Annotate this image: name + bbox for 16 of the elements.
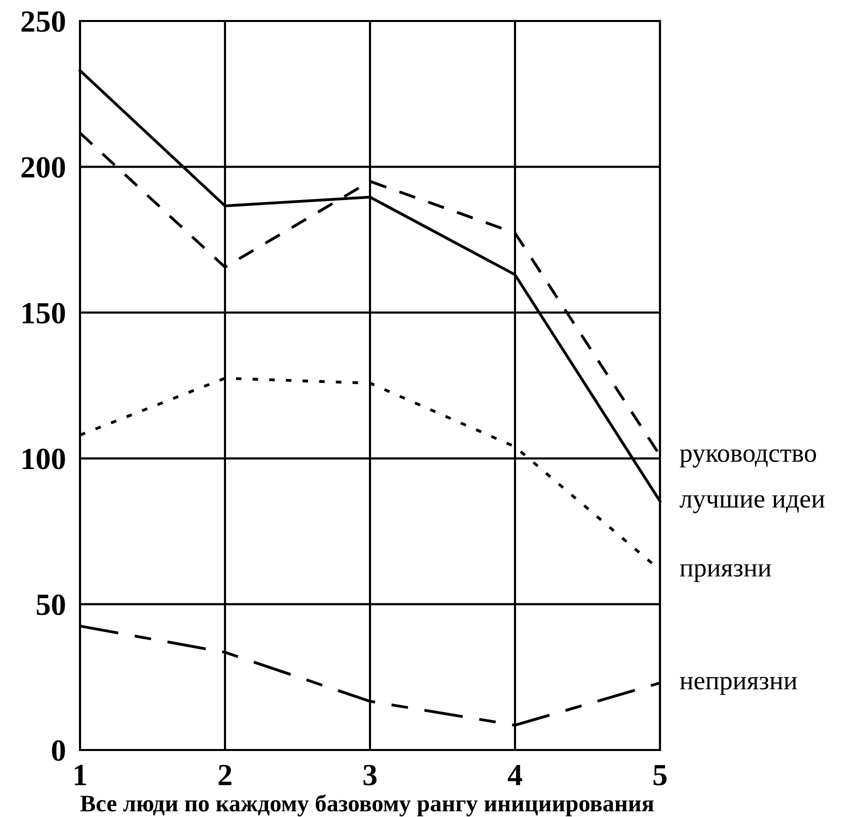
y-tick-label: 150 [22,302,65,324]
y-tick-label: 50 [36,594,65,616]
x-tick-label: 4 [508,764,522,786]
x-tick-label: 3 [364,764,377,786]
x-tick-label: 1 [74,764,86,786]
x-axis-title: Все люди по каждому базовому рангу инициирования [80,794,654,816]
y-tick-label: 250 [22,11,65,32]
y-tick-label: 100 [22,448,65,470]
x-tick-label: 5 [654,765,667,786]
series-label: руководство [680,449,816,468]
series-label: лучшие идеи [680,495,825,514]
y-tick-label: 200 [22,157,65,178]
x-tick-label: 2 [218,764,232,786]
y-tick-label: 0 [52,740,65,761]
series-label: приязни [680,564,772,582]
series-label: неприязни [680,676,797,695]
